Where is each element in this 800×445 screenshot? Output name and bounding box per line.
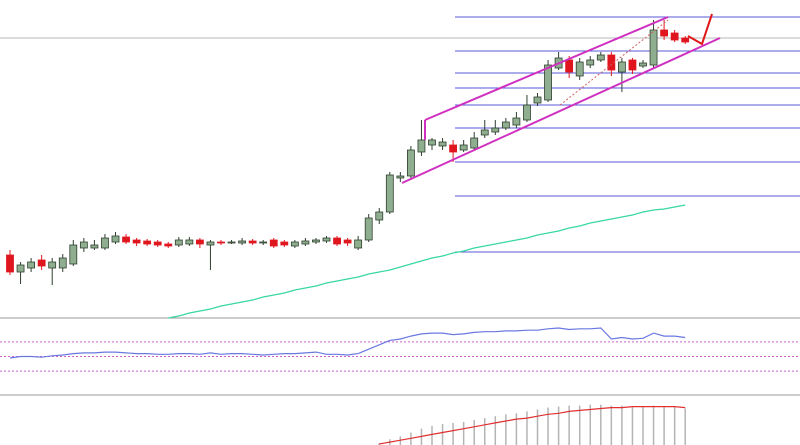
candle-body xyxy=(6,254,14,273)
candle-body xyxy=(438,141,447,147)
candle-body xyxy=(417,139,426,153)
candle-body xyxy=(428,139,436,146)
candle-body xyxy=(385,174,394,213)
candle-body xyxy=(206,241,215,246)
channel-lower xyxy=(401,37,721,184)
candle-body xyxy=(449,144,458,153)
candle-body xyxy=(227,241,236,244)
candle-body xyxy=(523,104,531,121)
arrow xyxy=(687,13,713,46)
candle-body xyxy=(16,264,25,273)
candle-body xyxy=(565,59,574,73)
candle-body xyxy=(195,239,204,245)
candle-body xyxy=(290,241,299,247)
candle-body xyxy=(312,239,320,243)
candle-body xyxy=(343,239,352,244)
candle-body xyxy=(248,240,257,244)
candle-body xyxy=(681,37,690,43)
candle-body xyxy=(501,121,510,129)
candle-body xyxy=(48,261,57,269)
candle-body xyxy=(185,239,194,245)
candle-body xyxy=(122,236,130,243)
candle-body xyxy=(660,29,668,37)
candle-body xyxy=(628,59,637,71)
candle-body xyxy=(238,240,247,244)
candle-body xyxy=(544,64,552,101)
series-line xyxy=(379,406,686,445)
candle-body xyxy=(69,244,78,265)
candle-body xyxy=(459,144,468,151)
candle-body xyxy=(322,237,331,242)
series-line xyxy=(9,327,686,359)
candle-body xyxy=(301,240,310,245)
candle-body xyxy=(280,241,289,246)
candle-body xyxy=(37,259,46,267)
candle-body xyxy=(470,137,479,149)
candle-body xyxy=(259,241,268,244)
candle-body xyxy=(27,261,36,269)
candle-body xyxy=(217,241,225,244)
series-line xyxy=(168,204,686,319)
candle-body xyxy=(58,257,67,269)
candle-body xyxy=(333,237,341,245)
channel-upper xyxy=(424,16,669,121)
candle-body xyxy=(480,129,489,136)
candle-body xyxy=(607,54,616,71)
candle-body xyxy=(111,235,120,243)
candle-body xyxy=(596,54,605,61)
candle-body xyxy=(396,175,405,179)
candle-body xyxy=(79,241,88,249)
candle-body xyxy=(269,239,278,247)
candle-body xyxy=(164,243,173,247)
candle-body xyxy=(101,237,109,249)
candle-body xyxy=(512,117,521,126)
candle-body xyxy=(649,29,658,66)
candle-body xyxy=(618,61,626,73)
candle-body xyxy=(375,211,384,221)
candle-body xyxy=(406,149,415,177)
candle-body xyxy=(575,61,584,77)
candle-body xyxy=(586,59,595,66)
candle-body xyxy=(354,239,363,249)
plot xyxy=(0,16,800,445)
candle-body xyxy=(174,239,183,246)
candle-body xyxy=(143,240,152,245)
candle-body xyxy=(491,127,500,133)
guide-line xyxy=(559,19,669,106)
candle-body xyxy=(132,239,141,244)
annotations xyxy=(401,13,721,184)
candle-body xyxy=(670,32,679,41)
candle-body xyxy=(364,217,373,241)
candle-body xyxy=(153,241,162,246)
candle-body xyxy=(90,244,99,249)
candle-body xyxy=(639,62,647,67)
candle-body xyxy=(533,96,542,104)
